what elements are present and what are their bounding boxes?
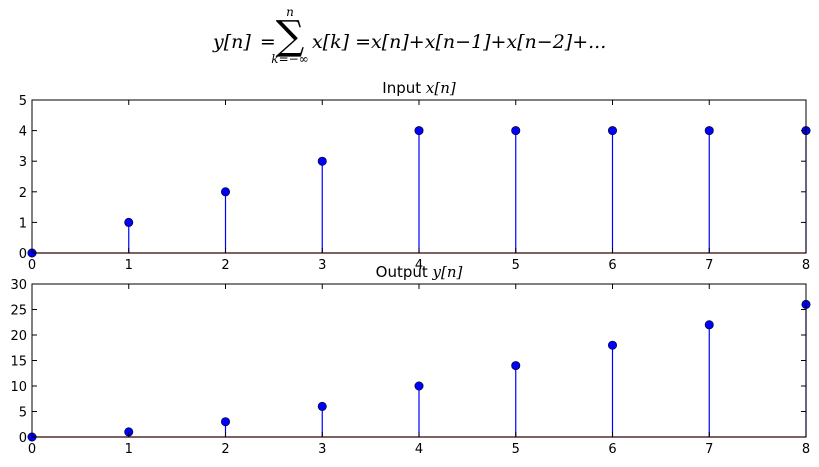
output-xtick-label-7: 7: [705, 442, 713, 457]
input-xtick-label-7: 7: [705, 258, 713, 273]
output-subplot: Output y[n] 0 1 2 3 4 5 6 7 8 0 5 10 15 20 25 30: [10, 263, 811, 457]
output-marker-4: [414, 381, 424, 391]
input-marker-1: [124, 217, 134, 227]
input-xtick-label-4: 4: [415, 258, 423, 273]
formula-summand: x[k]: [312, 31, 350, 53]
formula-lhs: y[n]: [212, 31, 251, 53]
input-xtick-label-5: 5: [512, 258, 520, 273]
output-subplot-title: Output y[n]: [376, 263, 463, 281]
output-ytick-label-4: 20: [10, 329, 27, 344]
input-xtick-label-8: 8: [802, 258, 810, 273]
output-marker-3: [317, 401, 327, 411]
output-xtick-label-1: 1: [125, 442, 133, 457]
input-ytick-label-3: 3: [19, 155, 27, 170]
output-marker-5: [511, 361, 521, 371]
input-marker-7: [704, 126, 714, 136]
formula-equals: =: [260, 31, 276, 53]
output-xtick-label-2: 2: [221, 442, 229, 457]
output-marker-6: [607, 340, 617, 350]
input-ytick-label-4: 4: [19, 125, 27, 140]
input-xtick-label-0: 0: [28, 258, 36, 273]
output-ytick-label-5: 25: [10, 304, 27, 319]
output-xtick-label-4: 4: [415, 442, 423, 457]
output-xtick-label-5: 5: [512, 442, 520, 457]
output-xtick-label-6: 6: [608, 442, 616, 457]
svg-text:x[k] =x[n]+x[n−1]+x[n−2]: x[k] =x[n]+x[n−1]+x[n−2]+...: [312, 31, 606, 53]
output-xtick-label-3: 3: [318, 442, 326, 457]
input-xtick-label-1: 1: [125, 258, 133, 273]
output-plot-area: 0 1 2 3 4 5 6 7 8 0 5 10 15 20 25 30: [10, 278, 811, 457]
formula-expansion: =x[n]+x[n−1]+x[n−2]+...: [355, 31, 606, 53]
input-marker-3: [317, 156, 327, 166]
formula-sum-upper: n: [286, 5, 294, 19]
output-marker-2: [221, 417, 231, 427]
input-ytick-label-1: 1: [19, 216, 27, 231]
input-marker-5: [511, 126, 521, 136]
output-ytick-label-3: 15: [10, 355, 27, 370]
output-marker-7: [704, 320, 714, 330]
input-subplot-title: Input x[n]: [382, 79, 456, 97]
input-plot-area: 0 1 2 3 4 5 6 7 8 0 1 2 3 4 5: [19, 94, 811, 273]
input-subplot: Input x[n] 0 1 2 3 4 5 6 7 8 0 1 2 3 4 5: [19, 79, 811, 273]
input-ytick-label-2: 2: [19, 186, 27, 201]
svg-text:y[n] =: y[n] =: [212, 31, 276, 53]
input-xtick-label-6: 6: [608, 258, 616, 273]
output-ytick-label-6: 30: [10, 278, 27, 293]
input-ytick-label-5: 5: [19, 94, 27, 109]
output-ytick-label-2: 10: [10, 380, 27, 395]
input-xtick-label-3: 3: [318, 258, 326, 273]
input-marker-2: [221, 187, 231, 197]
input-marker-6: [607, 126, 617, 136]
output-xtick-label-0: 0: [28, 442, 36, 457]
formula: y[n] = ∑ n k=−∞ x[k] =x[n]+x[n−1]+x[n−2]…: [212, 5, 606, 66]
output-xtick-label-8: 8: [802, 442, 810, 457]
output-ytick-label-1: 5: [19, 406, 27, 421]
formula-sum-symbol: ∑: [276, 13, 305, 59]
input-xtick-label-2: 2: [221, 258, 229, 273]
input-ytick-label-0: 0: [19, 247, 27, 262]
output-ytick-label-0: 0: [19, 431, 27, 446]
input-marker-4: [414, 126, 424, 136]
formula-sum-lower: k=−∞: [271, 52, 308, 66]
